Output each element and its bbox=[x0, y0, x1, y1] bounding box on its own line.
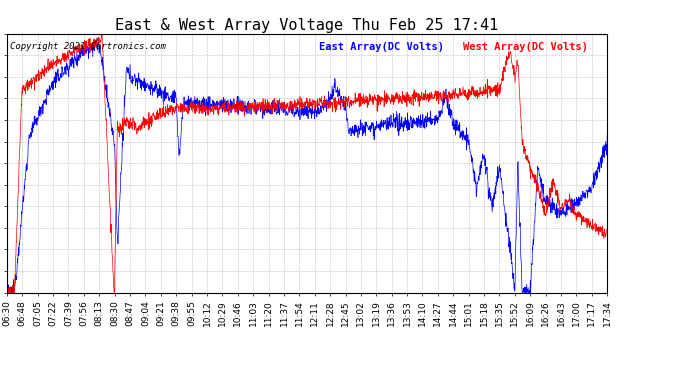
Title: East & West Array Voltage Thu Feb 25 17:41: East & West Array Voltage Thu Feb 25 17:… bbox=[115, 18, 499, 33]
Text: Copyright 2021 Cartronics.com: Copyright 2021 Cartronics.com bbox=[10, 42, 166, 51]
Text: West Array(DC Volts): West Array(DC Volts) bbox=[463, 42, 588, 51]
Text: East Array(DC Volts): East Array(DC Volts) bbox=[319, 42, 444, 51]
